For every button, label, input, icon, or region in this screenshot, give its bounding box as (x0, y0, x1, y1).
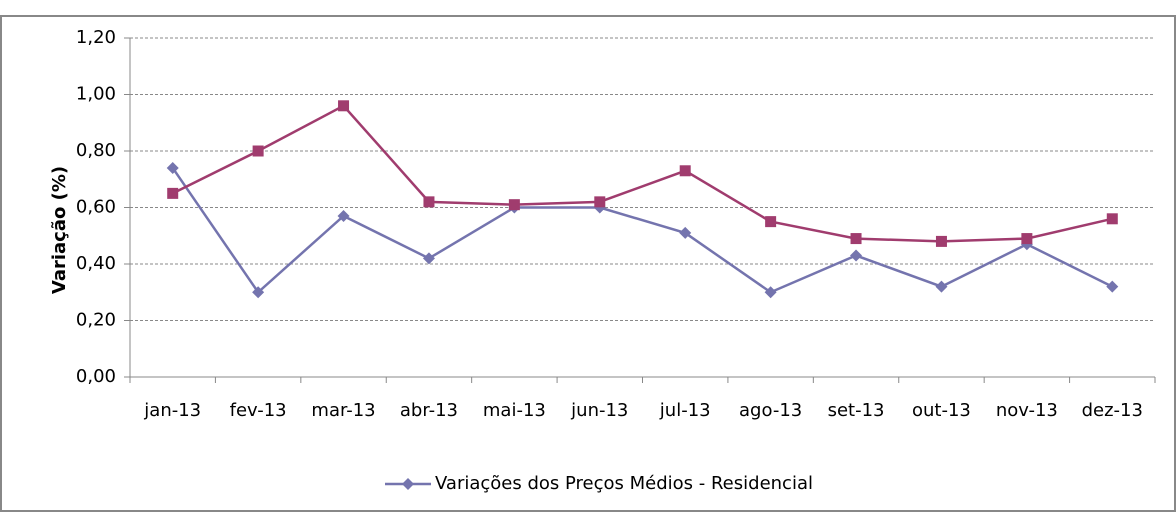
point (679, 226, 692, 239)
legend-marker (402, 478, 414, 490)
x-tick-label: out-13 (912, 400, 971, 421)
point (252, 145, 264, 157)
point (764, 286, 777, 299)
point (1106, 280, 1119, 293)
y-tick-label: 0,40 (76, 253, 116, 274)
point (252, 286, 265, 299)
y-tick-label: 0,20 (76, 310, 116, 331)
point (338, 100, 350, 112)
x-tick-label: mar-13 (311, 400, 375, 421)
point (850, 233, 862, 245)
x-tick-label: jun-13 (570, 400, 628, 421)
y-axis-label: Variação (%) (49, 166, 70, 294)
y-tick-label: 0,00 (76, 366, 116, 387)
x-tick-label: abr-13 (400, 400, 458, 421)
x-tick-label: jul-13 (659, 400, 711, 421)
y-tick-label: 1,00 (76, 84, 116, 105)
x-tick-label: set-13 (828, 400, 885, 421)
x-tick-label: mai-13 (483, 400, 546, 421)
point (167, 187, 179, 199)
series-line (171, 167, 1113, 295)
y-tick-label: 0,80 (76, 140, 116, 161)
point (1106, 213, 1118, 225)
y-tick-label: 1,20 (76, 27, 116, 48)
x-tick-label: jan-13 (143, 400, 201, 421)
x-tick-label: dez-13 (1082, 400, 1143, 421)
point (679, 165, 691, 177)
series-line (172, 104, 1113, 243)
point (765, 216, 777, 228)
x-tick-label: ago-13 (739, 400, 802, 421)
point (850, 249, 863, 262)
legend-label: Variações dos Preços Médios - Residencia… (435, 473, 813, 494)
point (423, 196, 435, 208)
point (935, 235, 947, 247)
point (594, 196, 606, 208)
point (935, 280, 948, 293)
point (508, 199, 520, 211)
point (1021, 233, 1033, 245)
x-tick-label: fev-13 (230, 400, 287, 421)
point (166, 161, 179, 174)
y-tick-label: 0,60 (76, 197, 116, 218)
x-tick-label: nov-13 (996, 400, 1058, 421)
point (337, 209, 350, 222)
point (422, 252, 435, 265)
